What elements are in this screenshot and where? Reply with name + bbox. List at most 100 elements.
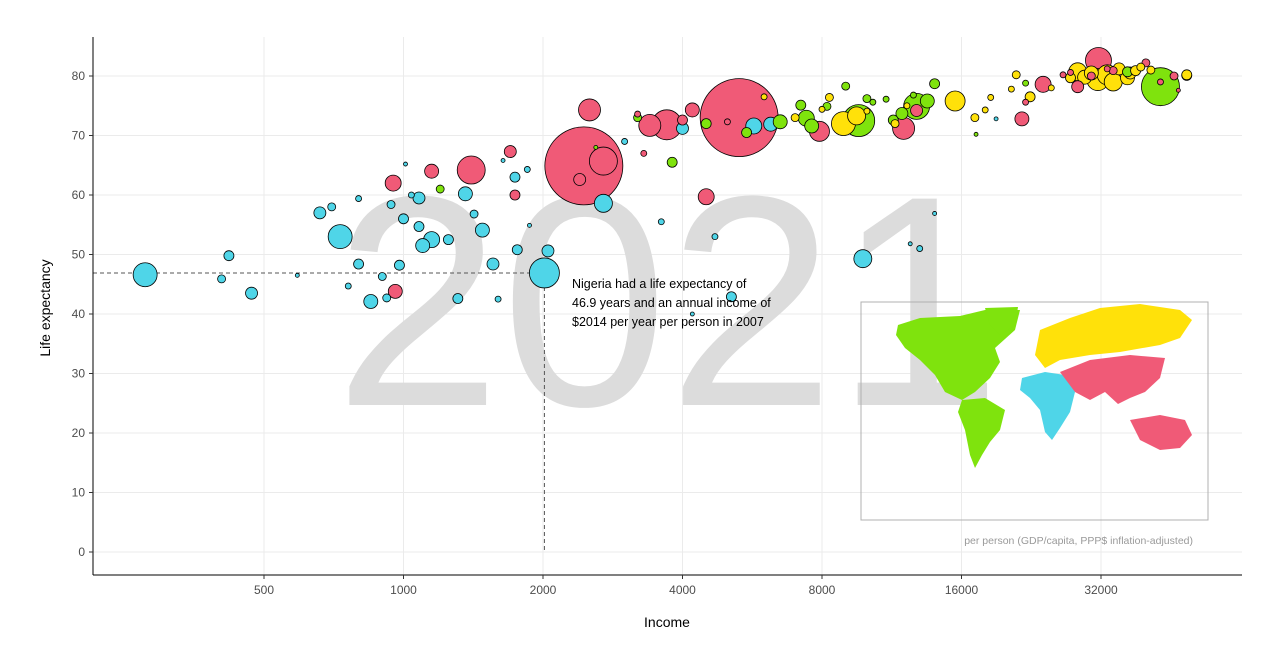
bubble-europe[interactable] (981, 106, 989, 114)
bubble-asia[interactable] (1034, 75, 1052, 93)
bubble-asia[interactable] (638, 113, 662, 137)
bubble-africa[interactable] (403, 161, 408, 167)
bubble-americas[interactable] (919, 93, 935, 109)
bubble-asia[interactable] (1103, 65, 1111, 73)
bubble-africa[interactable] (394, 259, 405, 271)
bubble-europe[interactable] (825, 93, 834, 102)
bubble-africa[interactable] (689, 311, 695, 317)
bubble-asia[interactable] (697, 188, 715, 206)
bubble-africa[interactable] (413, 221, 425, 232)
bubble-americas[interactable] (435, 184, 445, 194)
bubble-asia[interactable] (588, 146, 618, 176)
bubble-africa[interactable] (541, 244, 555, 258)
bubble-americas[interactable] (772, 114, 788, 130)
bubble-africa[interactable] (711, 233, 719, 241)
bubble-africa[interactable] (916, 245, 924, 252)
bubble-americas[interactable] (804, 118, 820, 134)
bubble-asia[interactable] (1071, 80, 1085, 94)
bubble-americas[interactable] (973, 131, 979, 137)
bubble-africa[interactable] (223, 250, 235, 262)
bubble-africa[interactable] (527, 222, 532, 228)
bubble-asia[interactable] (910, 104, 923, 117)
bubble-asia[interactable] (684, 102, 700, 118)
bubble-europe[interactable] (1007, 85, 1015, 93)
bubble-africa[interactable] (529, 257, 560, 289)
bubble-africa[interactable] (327, 224, 353, 250)
bubble-africa[interactable] (523, 166, 531, 173)
bubble-africa[interactable] (486, 257, 500, 271)
bubble-asia[interactable] (503, 145, 517, 158)
bubble-africa[interactable] (407, 191, 415, 199)
bubble-africa[interactable] (509, 171, 521, 183)
bubble-europe[interactable] (790, 113, 800, 123)
bubble-africa[interactable] (344, 282, 352, 290)
bubble-africa[interactable] (932, 211, 938, 216)
bubble-americas[interactable] (882, 95, 890, 103)
bubble-europe[interactable] (847, 106, 866, 126)
bubble-africa[interactable] (398, 213, 409, 225)
bubble-europe[interactable] (903, 102, 911, 110)
bubble-asia[interactable] (387, 283, 403, 299)
bubble-americas[interactable] (593, 144, 599, 150)
bubble-africa[interactable] (457, 186, 473, 202)
bubble-europe[interactable] (970, 113, 980, 123)
bubble-europe[interactable] (1103, 72, 1123, 92)
bubble-americas[interactable] (1022, 79, 1029, 87)
bubble-africa[interactable] (377, 272, 387, 281)
bubble-africa[interactable] (386, 200, 396, 209)
bubble-africa[interactable] (475, 222, 490, 238)
bubble-asia[interactable] (1014, 111, 1030, 127)
bubble-europe[interactable] (818, 105, 826, 113)
bubble-africa[interactable] (313, 206, 327, 220)
bubble-africa[interactable] (353, 258, 364, 270)
bubble-americas[interactable] (741, 127, 752, 138)
bubble-americas[interactable] (795, 99, 807, 111)
bubble-americas[interactable] (869, 98, 877, 106)
bubble-africa[interactable] (907, 241, 913, 247)
bubble-asia[interactable] (578, 98, 601, 122)
bubble-africa[interactable] (469, 209, 479, 219)
bubble-africa[interactable] (245, 286, 258, 300)
bubble-asia[interactable] (724, 118, 731, 126)
bubble-africa[interactable] (725, 291, 737, 303)
bubble-africa[interactable] (443, 234, 454, 246)
bubble-europe[interactable] (944, 90, 966, 112)
bubble-africa[interactable] (621, 138, 629, 145)
bubble-africa[interactable] (217, 274, 226, 284)
bubble-asia[interactable] (509, 189, 521, 201)
bubble-americas[interactable] (929, 78, 941, 90)
bubble-europe[interactable] (987, 94, 995, 101)
bubble-africa[interactable] (494, 295, 502, 303)
bubble-asia[interactable] (544, 126, 624, 206)
bubble-europe[interactable] (1011, 70, 1021, 80)
bubble-africa[interactable] (382, 293, 392, 303)
bubble-africa[interactable] (853, 249, 873, 269)
bubble-africa[interactable] (294, 272, 300, 278)
bubble-europe[interactable] (890, 119, 900, 128)
bubble-asia[interactable] (1169, 71, 1179, 81)
bubble-asia[interactable] (640, 149, 648, 157)
bubble-americas[interactable] (862, 94, 872, 104)
bubble-asia[interactable] (384, 174, 402, 192)
bubble-africa[interactable] (355, 195, 362, 202)
bubble-asia[interactable] (1059, 71, 1067, 79)
bubble-africa[interactable] (132, 262, 158, 288)
bubble-africa[interactable] (327, 202, 337, 212)
bubble-asia[interactable] (1157, 78, 1164, 86)
bubble-asia[interactable] (699, 78, 779, 158)
bubble-americas[interactable] (895, 107, 909, 120)
bubble-africa[interactable] (657, 218, 665, 226)
bubble-africa[interactable] (452, 293, 464, 304)
bubble-africa[interactable] (412, 191, 426, 205)
bubble-asia[interactable] (634, 110, 641, 118)
bubble-europe[interactable] (863, 107, 871, 115)
bubble-europe[interactable] (1024, 91, 1036, 103)
bubble-africa[interactable] (993, 116, 999, 122)
bubble-europe[interactable] (1047, 84, 1055, 92)
bubble-asia[interactable] (573, 173, 587, 186)
bubble-americas[interactable] (910, 91, 917, 99)
bubble-africa[interactable] (415, 238, 431, 253)
bubble-asia[interactable] (424, 163, 440, 179)
bubble-europe[interactable] (1146, 65, 1156, 75)
bubble-africa[interactable] (593, 193, 613, 213)
